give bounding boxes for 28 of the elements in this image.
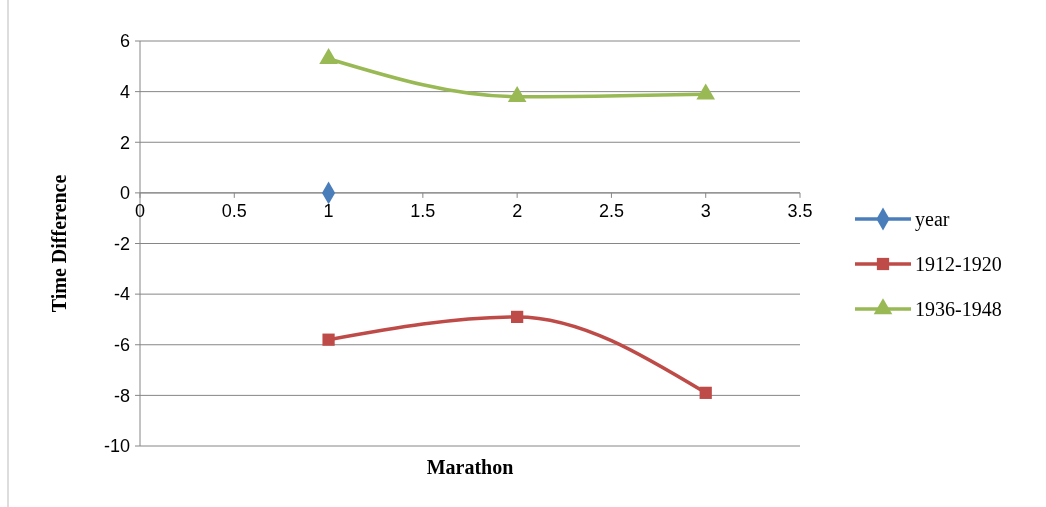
point [322, 333, 335, 346]
x-tick-label: 1.5 [410, 200, 436, 221]
legend-label: 1936-1948 [915, 298, 1002, 320]
point [696, 83, 716, 100]
x-tick-label: 0 [134, 200, 146, 221]
y-tick-label: 0 [119, 183, 130, 204]
y-tick-label: -8 [113, 385, 130, 406]
point [507, 85, 527, 103]
y-tick-label: -2 [113, 233, 130, 254]
x-axis-title: Marathon [426, 456, 514, 478]
y-tick-label: -10 [103, 436, 130, 457]
legend-label: 1912-1920 [915, 253, 1002, 275]
y-tick-label: -6 [113, 335, 130, 356]
y-axis-title: Time Difference [48, 174, 70, 313]
point [511, 310, 524, 324]
y-tick-label: 4 [119, 81, 130, 102]
y-tick-label: 2 [119, 132, 130, 153]
x-tick-label: 2 [512, 200, 523, 221]
x-tick-label: 3.5 [787, 200, 813, 221]
x-tick-label: 3 [700, 200, 711, 221]
point [699, 386, 712, 399]
x-tick-label: 0.5 [221, 200, 247, 221]
y-tick-label: -4 [113, 284, 130, 305]
y-tick-label: 6 [119, 31, 130, 52]
x-tick-label: 2.5 [598, 200, 624, 221]
point [319, 47, 338, 65]
x-tick-label: 1 [323, 200, 334, 221]
legend-label: year [915, 208, 950, 231]
